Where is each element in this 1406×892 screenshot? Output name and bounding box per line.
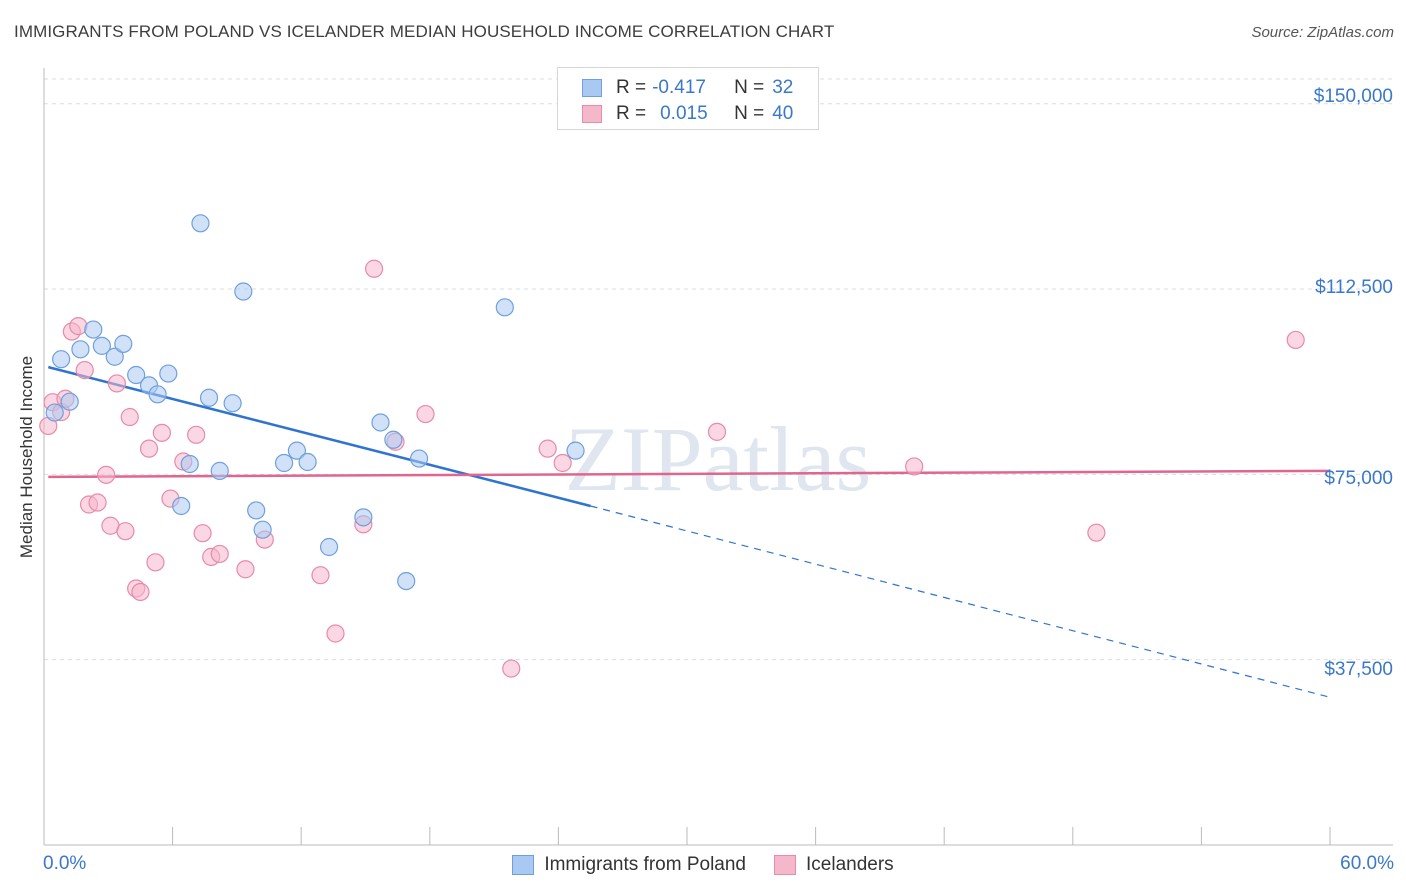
data-point-icelanders-32 — [416, 404, 435, 424]
legend-item-icelanders[interactable]: Icelanders — [774, 854, 894, 876]
data-point-poland-28 — [397, 572, 416, 591]
y-tick-label-150000: $150,000 — [1313, 86, 1393, 107]
stats-legend-row-poland: R = -0.417 N = 32 — [582, 76, 793, 100]
data-point-poland-15 — [199, 388, 219, 407]
data-point-poland-22 — [287, 441, 307, 460]
data-point-icelanders-13 — [120, 407, 139, 427]
n-value: 32 — [772, 77, 794, 98]
data-point-icelanders-17 — [146, 553, 165, 572]
r-value: -0.417 — [652, 77, 706, 98]
y-tick-label-37500: $37,500 — [1324, 659, 1393, 680]
data-point-poland-6 — [105, 347, 124, 366]
data-point-icelanders-12 — [116, 522, 135, 541]
poland-swatch — [582, 79, 602, 97]
data-point-icelanders-36 — [707, 422, 727, 441]
n-value: 40 — [772, 103, 794, 124]
data-point-poland-14 — [191, 214, 210, 233]
data-point-icelanders-30 — [364, 259, 384, 278]
data-point-icelanders-25 — [236, 560, 255, 579]
data-point-poland-4 — [84, 320, 103, 339]
data-point-poland-7 — [114, 334, 133, 353]
data-point-icelanders-15 — [131, 582, 150, 602]
y-tick-label-75000: $75,000 — [1324, 468, 1393, 489]
data-point-poland-26 — [371, 413, 390, 432]
stats-legend-row-icelanders: R = 0.015 N = 40 — [582, 102, 793, 126]
data-point-icelanders-6 — [75, 360, 94, 380]
legend-label: Icelanders — [806, 854, 894, 875]
x-tick-label-min: 0.0% — [43, 853, 87, 874]
data-point-poland-12 — [172, 496, 191, 516]
icelanders-legend-swatch — [774, 855, 796, 875]
data-point-icelanders-24 — [210, 544, 229, 564]
data-point-poland-24 — [319, 537, 339, 557]
axes — [43, 68, 1393, 846]
data-point-icelanders-16 — [139, 439, 159, 458]
data-point-icelanders-39 — [1286, 330, 1305, 350]
data-point-poland-11 — [159, 364, 178, 383]
data-point-poland-29 — [409, 449, 429, 468]
data-point-poland-25 — [354, 508, 373, 527]
data-point-icelanders-22 — [193, 524, 212, 543]
data-point-icelanders-33 — [502, 659, 521, 678]
data-point-poland-1 — [52, 350, 71, 369]
data-point-icelanders-5 — [69, 316, 88, 336]
poland-legend-swatch — [512, 855, 535, 875]
icelanders-swatch — [582, 105, 602, 123]
trend-lines — [47, 365, 1331, 698]
data-point-poland-8 — [127, 365, 146, 385]
data-point-icelanders-38 — [1087, 523, 1106, 542]
n-label: N = — [734, 77, 765, 98]
data-point-poland-21 — [274, 453, 294, 473]
x-tick-label-max: 60.0% — [1340, 853, 1394, 874]
data-point-poland-18 — [234, 282, 253, 301]
r-label: R = — [616, 77, 647, 98]
data-point-poland-5 — [92, 336, 111, 355]
data-point-poland-20 — [253, 520, 272, 539]
source-note: Source: ZipAtlas.com — [1251, 24, 1394, 41]
data-point-icelanders-34 — [538, 439, 557, 458]
data-point-poland-30 — [495, 298, 514, 317]
data-point-icelanders-37 — [905, 457, 924, 476]
stats-legend: R = -0.417 N = 32 R = 0.015 N = 40 — [557, 67, 819, 130]
data-point-icelanders-28 — [326, 624, 345, 643]
legend-label: Immigrants from Poland — [544, 854, 746, 875]
data-point-icelanders-18 — [152, 423, 171, 442]
data-point-icelanders-21 — [187, 425, 206, 444]
legend-item-poland[interactable]: Immigrants from Poland — [512, 854, 746, 876]
data-point-icelanders-8 — [88, 493, 107, 512]
chart-title: IMMIGRANTS FROM POLAND VS ICELANDER MEDI… — [14, 22, 835, 41]
trend-line-1 — [48, 469, 1331, 479]
data-point-poland-10 — [148, 385, 167, 404]
data-point-poland-27 — [384, 430, 403, 449]
data-point-poland-23 — [298, 452, 317, 472]
trend-line-0 — [47, 365, 591, 508]
data-point-poland-19 — [247, 501, 266, 520]
data-point-poland-31 — [566, 441, 585, 460]
r-value: 0.015 — [660, 103, 708, 124]
data-points — [39, 214, 1305, 678]
data-point-poland-17 — [223, 394, 242, 413]
y-tick-label-112500: $112,500 — [1315, 277, 1393, 298]
series-legend: Immigrants from Poland Icelanders — [0, 853, 1406, 877]
data-point-poland-16 — [210, 461, 229, 480]
n-label: N = — [734, 103, 765, 124]
data-point-icelanders-9 — [97, 465, 116, 484]
data-point-icelanders-11 — [107, 374, 126, 393]
trend-line-extension-0 — [590, 505, 1331, 698]
data-point-icelanders-35 — [553, 453, 572, 473]
data-point-poland-2 — [60, 392, 79, 411]
data-point-poland-13 — [180, 454, 199, 474]
data-point-poland-3 — [71, 340, 90, 359]
r-label: R = — [616, 103, 647, 124]
data-point-poland-0 — [45, 403, 64, 422]
data-point-icelanders-27 — [311, 566, 330, 585]
